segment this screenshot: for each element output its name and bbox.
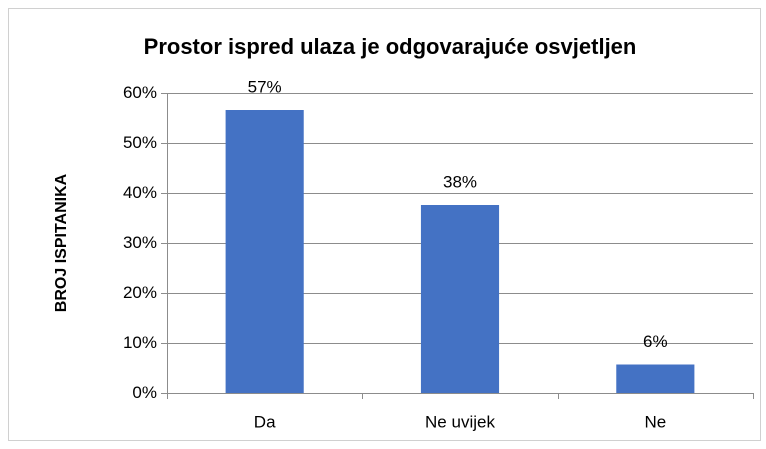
y-tick-label: 30% [123,233,157,252]
y-tick-label: 50% [123,133,157,152]
data-label: 57% [248,77,282,96]
y-tick-label: 10% [123,333,157,352]
x-tick-label: Ne [644,412,666,431]
bar [420,205,500,393]
data-label: 6% [643,332,668,351]
y-tick-label: 40% [123,183,157,202]
y-axis-label: BROJ ISPITANIKA [53,173,70,312]
y-tick-label: 20% [123,283,157,302]
bar [616,364,695,393]
x-tick-label: Ne uvijek [425,412,495,431]
y-tick-label: 60% [123,83,157,102]
bar [225,110,304,393]
chart-title: Prostor ispred ulaza je odgovarajuće osv… [144,34,637,59]
data-label: 38% [443,172,477,191]
y-tick-label: 0% [132,383,157,402]
x-tick-label: Da [254,412,276,431]
